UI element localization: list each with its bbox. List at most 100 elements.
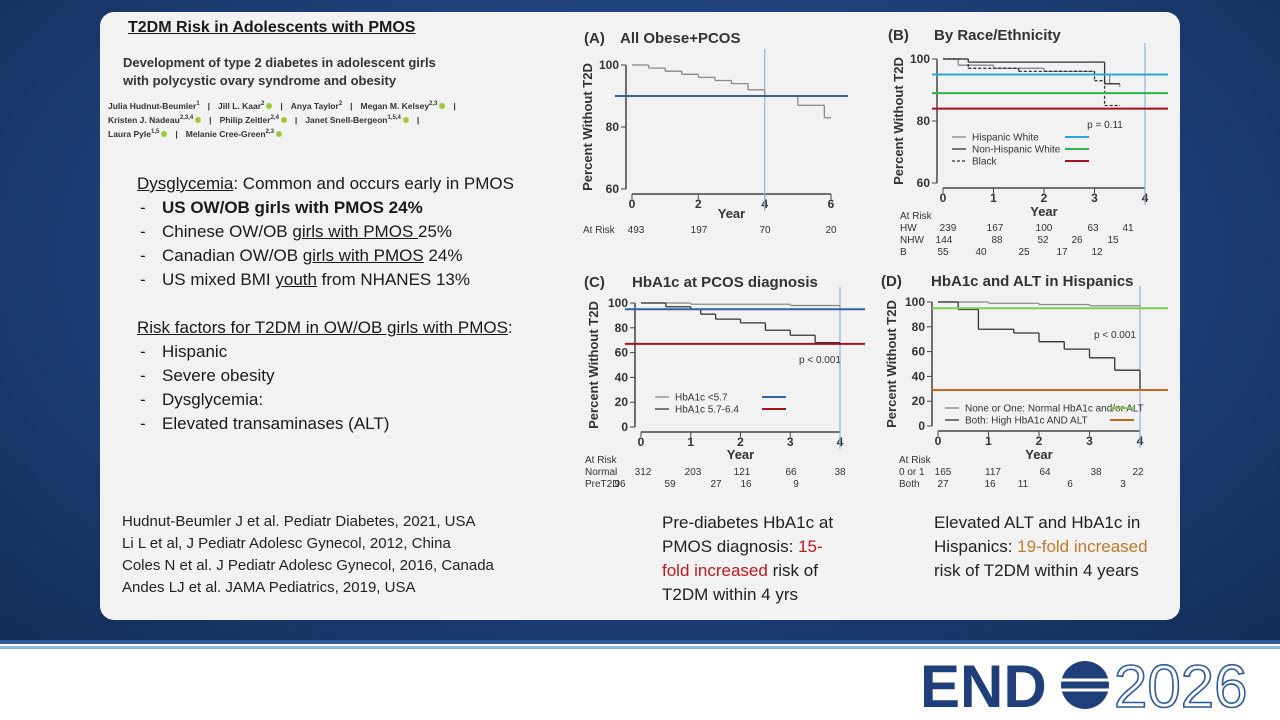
item-text: Hispanic xyxy=(162,342,228,361)
legend-label: Hispanic White xyxy=(972,133,1039,144)
slide-title: T2DM Risk in Adolescents with PMOS xyxy=(128,19,416,36)
reference: Andes LJ et al. JAMA Pediatrics, 2019, U… xyxy=(122,579,416,596)
caption-highlight: 15-fold increased xyxy=(662,537,823,580)
panel-label: (C) xyxy=(584,274,605,291)
y-tick-label: 60 xyxy=(615,346,629,360)
item-text: from NHANES 13% xyxy=(316,270,470,289)
list-item: Dysglycemia: xyxy=(162,390,263,410)
at-risk-count: 70 xyxy=(759,225,771,236)
bullet: - xyxy=(140,198,146,217)
at-risk-count: 3 xyxy=(1120,479,1126,490)
item-text: girls with PMOS xyxy=(292,222,419,241)
bullet: - xyxy=(140,222,146,241)
y-axis-label: Percent Without T2D xyxy=(580,63,595,191)
logo-globe xyxy=(1061,661,1109,709)
x-tick-label: 6 xyxy=(828,197,835,211)
at-risk-row-name: Normal xyxy=(585,467,617,478)
y-axis-label: Percent Without T2D xyxy=(884,300,899,428)
orcid-icon xyxy=(275,131,282,137)
at-risk-label: At Risk xyxy=(585,455,618,466)
at-risk-count: 167 xyxy=(987,223,1004,234)
author-name: Philip Zeitler xyxy=(219,115,271,125)
panel-label: (B) xyxy=(888,27,909,44)
at-risk-count: 63 xyxy=(1087,223,1099,234)
at-risk-count: 96 xyxy=(614,479,626,490)
item-text: Chinese OW/OB xyxy=(162,222,293,241)
list-item: Canadian OW/OB girls with PMOS 24% xyxy=(162,246,462,266)
at-risk-count: 312 xyxy=(635,467,652,478)
author-affiliation: 2 xyxy=(338,101,343,108)
legend-label: Non-Hispanic White xyxy=(972,145,1061,156)
legend-label: HbA1c 5.7-6.4 xyxy=(675,405,739,416)
legend-label: Both: High HbA1c AND ALT xyxy=(965,416,1088,427)
at-risk-count: 239 xyxy=(940,223,957,234)
bullet: - xyxy=(140,390,146,409)
list-item: Severe obesity xyxy=(162,366,274,386)
panel-label: (D) xyxy=(881,273,902,290)
author-affiliation: 2 xyxy=(261,101,265,108)
x-axis-label: Year xyxy=(718,206,745,221)
orcid-icon xyxy=(266,103,273,109)
y-tick-label: 0 xyxy=(918,419,925,433)
legend-label: None or One: Normal HbA1c and/or ALT xyxy=(965,404,1144,415)
y-tick-label: 60 xyxy=(912,345,926,359)
y-tick-label: 60 xyxy=(917,176,931,190)
bullet: - xyxy=(140,270,146,289)
at-risk-count: 203 xyxy=(685,467,702,478)
at-risk-count: 55 xyxy=(937,247,949,258)
y-tick-label: 60 xyxy=(606,182,620,196)
item-text: US mixed BMI xyxy=(162,270,276,289)
bullet: - xyxy=(140,366,146,385)
heading-suffix: : Common and occurs early in PMOS xyxy=(233,174,514,193)
at-risk-count: 64 xyxy=(1039,467,1051,478)
at-risk-count: 12 xyxy=(1091,247,1103,258)
y-tick-label: 20 xyxy=(615,395,629,409)
at-risk-count: 20 xyxy=(825,225,837,236)
p-value: p = 0.11 xyxy=(1087,120,1123,131)
y-tick-label: 40 xyxy=(912,369,926,383)
at-risk-label: At Risk xyxy=(899,455,932,466)
y-tick-label: 80 xyxy=(606,120,620,134)
at-risk-count: 144 xyxy=(936,235,953,246)
author-name: Kristen J. Nadeau xyxy=(108,115,180,125)
panel-title: HbA1c at PCOS diagnosis xyxy=(632,274,818,291)
caption-highlight: 19-fold increased xyxy=(1017,537,1148,556)
author-affiliation: 1 xyxy=(196,101,200,108)
at-risk-count: 88 xyxy=(991,235,1003,246)
item-text: Dysglycemia: xyxy=(162,390,264,409)
at-risk-count: 9 xyxy=(793,479,799,490)
author-affiliation: 2,3 xyxy=(265,129,274,136)
author-affiliation: 2,3,4 xyxy=(179,115,194,122)
item-text: girls with PMOS xyxy=(302,246,424,265)
caption-text: Elevated ALT and HbA1c in Hispanics: xyxy=(934,513,1141,556)
author-separator: | xyxy=(453,101,456,111)
panel-title: All Obese+PCOS xyxy=(620,30,740,47)
x-tick-label: 3 xyxy=(1091,191,1098,205)
panel-title: By Race/Ethnicity xyxy=(934,27,1061,44)
y-tick-label: 80 xyxy=(912,320,926,334)
y-tick-label: 20 xyxy=(912,394,926,408)
p-value: p < 0.001 xyxy=(799,355,841,366)
caption-text: risk of T2DM within 4 years xyxy=(934,561,1139,580)
list-item: Chinese OW/OB girls with PMOS 25% xyxy=(162,222,452,242)
author-name: Jill L. Kaar xyxy=(218,101,262,111)
at-risk-count: 16 xyxy=(740,479,752,490)
list-item: Elevated transaminases (ALT) xyxy=(162,414,389,434)
subtitle: Development of type 2 diabetes in adoles… xyxy=(123,55,436,70)
at-risk-count: 40 xyxy=(975,247,987,258)
at-risk-count: 121 xyxy=(734,467,751,478)
x-tick-label: 0 xyxy=(629,197,636,211)
x-tick-label: 2 xyxy=(737,435,744,449)
x-axis-label: Year xyxy=(1030,204,1057,219)
bullet: - xyxy=(140,414,146,433)
item-text: 25% xyxy=(418,222,453,241)
x-tick-label: 0 xyxy=(940,191,947,205)
list-item: Hispanic xyxy=(162,342,227,362)
at-risk-label: At Risk xyxy=(583,225,616,236)
x-axis-label: Year xyxy=(727,447,754,462)
caption-text: risk of T2DM within 4 yrs xyxy=(662,561,818,604)
author-separator: | xyxy=(175,129,178,139)
x-tick-label: 1 xyxy=(990,191,997,205)
author-affiliation: 2,3 xyxy=(429,101,438,108)
